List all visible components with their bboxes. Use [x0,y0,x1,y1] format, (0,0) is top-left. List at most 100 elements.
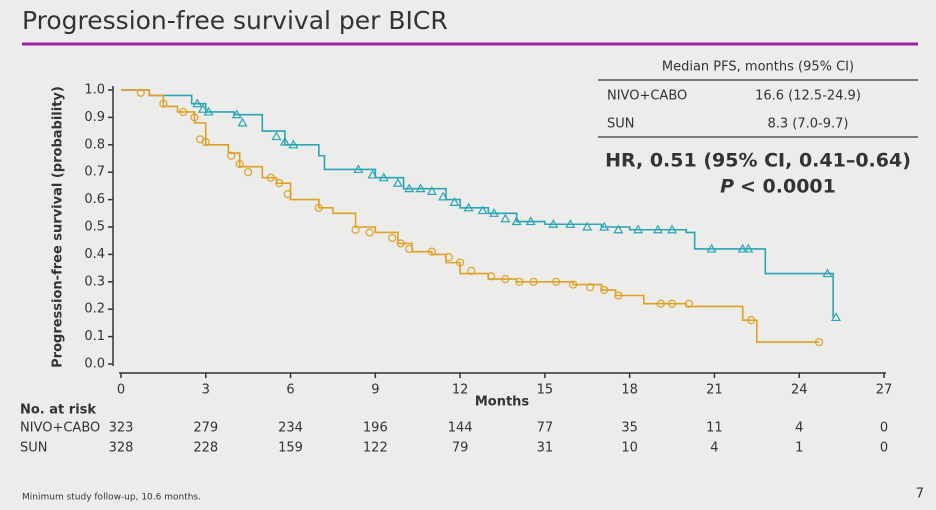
at-risk-value: 279 [193,421,218,436]
censor-mark [449,197,460,206]
censor-mark [438,191,449,201]
censor-mark [404,183,415,193]
at-risk-value: 79 [452,441,469,456]
censor-mark [179,107,188,117]
at-risk-name: SUN [20,441,48,456]
censor-mark [405,244,414,254]
censor-mark [511,216,522,226]
at-risk-value: 228 [193,441,218,456]
censor-mark [235,159,244,169]
censor-mark [529,277,538,286]
x-tick-label: 6 [286,383,294,398]
censor-mark [365,228,374,237]
y-tick-label: 1.0 [84,83,105,98]
censor-mark [426,186,437,195]
censor-mark [599,221,610,231]
y-tick-label: 0.5 [84,220,105,235]
hazard-ratio: HR, 0.51 (95% CI, 0.41–0.64) [605,150,911,172]
censor-mark [586,283,595,292]
censor-mark [552,277,561,286]
censor-mark [378,172,389,182]
x-tick-label: 9 [371,383,379,398]
censor-mark [444,253,453,262]
censor-mark [244,168,253,177]
at-risk-value: 11 [706,421,723,436]
at-risk-value: 77 [537,421,554,436]
censor-mark [392,177,403,187]
p-label: P [720,176,734,198]
censor-mark [415,183,426,193]
censor-mark [467,266,476,275]
censor-mark [633,224,644,234]
y-tick-label: 0.7 [84,165,105,180]
censor-mark [190,113,199,122]
censor-mark [314,203,323,212]
at-risk-value: 35 [621,421,638,436]
slide-title: Progression-free survival per BICR [22,6,448,35]
censor-mark [706,243,717,253]
censor-mark [197,103,208,113]
survival-curve [121,89,834,318]
censor-mark [565,219,576,228]
censor-mark [159,99,168,108]
median-value: 16.6 (12.5-24.9) [755,89,861,104]
censor-mark [652,224,663,234]
censor-mark [231,109,242,119]
censor-mark [351,225,360,234]
y-tick-label: 0.8 [84,137,105,152]
at-risk-value: 196 [363,421,388,436]
at-risk-value: 4 [795,421,803,436]
at-risk-value: 0 [880,441,888,456]
at-risk-value: 0 [880,421,888,436]
censor-mark [192,98,203,108]
footnote: Minimum study follow-up, 10.6 months. [22,493,201,503]
y-tick-label: 0.3 [84,274,105,289]
censor-mark [500,213,511,223]
censor-mark [814,337,824,347]
censor-mark [427,247,436,256]
median-name: SUN [607,117,635,132]
x-tick-label: 27 [876,383,893,398]
at-risk-value: 323 [109,421,134,436]
x-tick-label: 15 [537,383,554,398]
censor-mark [600,285,609,295]
censor-mark [237,117,248,127]
censor-mark [463,202,474,212]
x-tick-label: 18 [621,383,638,398]
censor-mark [388,233,397,243]
y-axis-label: Progression-free survival (probability) [51,86,66,368]
censor-mark [656,299,665,308]
censor-mark [569,280,578,289]
censor-mark [353,164,364,174]
censor-mark [201,137,210,147]
censor-mark [501,274,510,284]
censor-mark [747,316,756,325]
x-tick-label: 21 [706,383,723,398]
censor-mark [822,268,833,278]
at-risk-value: 31 [537,441,554,456]
censor-mark [275,179,284,188]
censor-mark [667,299,677,308]
at-risk-value: 1 [795,441,803,456]
censor-mark [279,136,290,146]
at-risk-value: 10 [621,441,638,456]
censor-mark [525,216,536,226]
censor-mark [227,151,236,160]
censor-mark [614,291,623,300]
at-risk-value: 4 [710,441,718,456]
x-tick-label: 24 [791,383,808,398]
censor-mark [203,106,214,116]
censor-mark [515,277,524,286]
at-risk-value: 144 [448,421,473,436]
at-risk-value: 328 [109,441,134,456]
y-tick-label: 0.4 [84,247,105,262]
censor-mark [743,243,754,253]
median-header: Median PFS, months (95% CI) [662,60,854,75]
y-tick-label: 0.0 [84,357,105,372]
x-tick-label: 0 [117,383,125,398]
y-tick-label: 0.9 [84,110,105,125]
censor-mark [396,239,405,248]
censor-mark [288,139,299,149]
